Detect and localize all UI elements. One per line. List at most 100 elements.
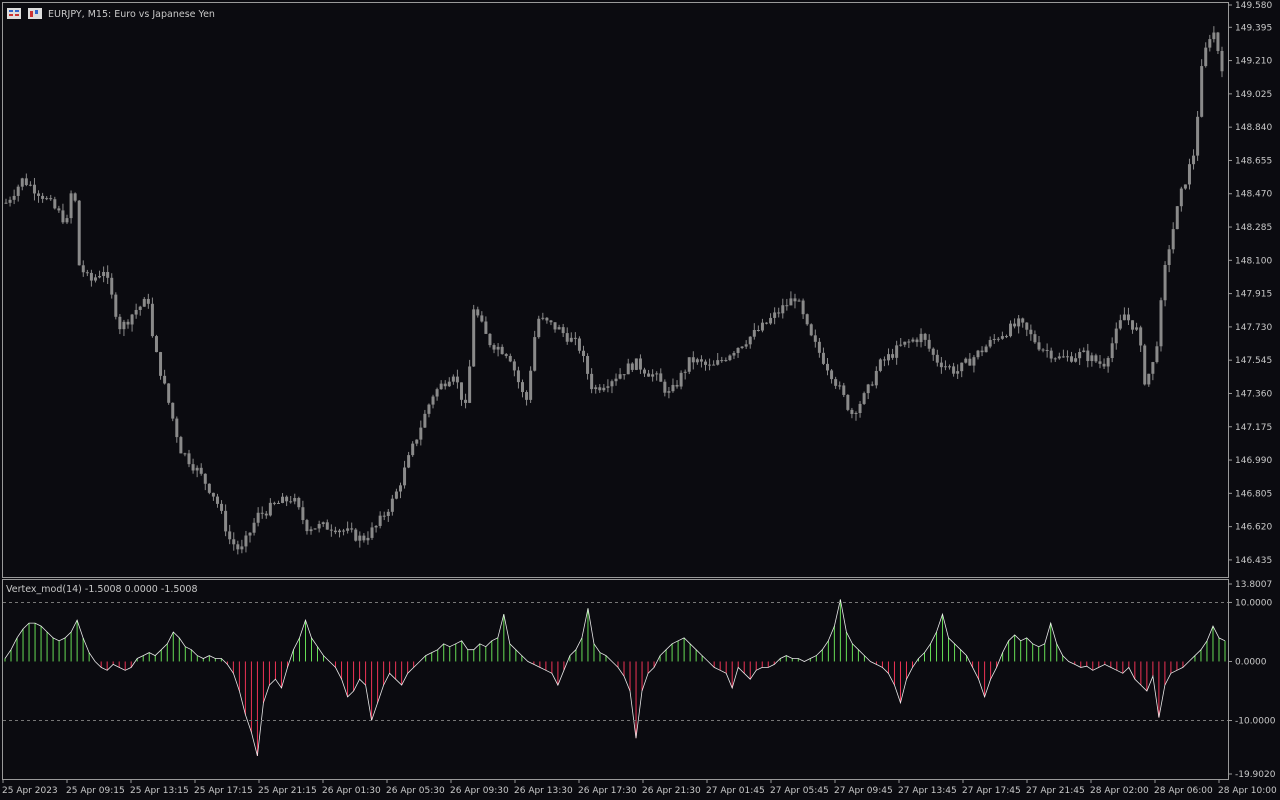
candle-body [594,387,598,390]
candle-body [525,392,529,400]
candle-body [874,370,878,386]
time-tick-label: 28 Apr 10:00 [1218,786,1277,796]
time-tick-label: 25 Apr 21:15 [258,786,317,796]
candle-body [403,467,407,486]
candle-body [622,374,626,376]
osc-tick-label: 0.0000 [1235,657,1267,667]
time-tick-label: 26 Apr 01:30 [322,786,381,796]
candle-body [1131,320,1135,330]
candle-body [435,389,439,397]
time-tick-label: 28 Apr 02:00 [1090,786,1149,796]
candle-body [228,531,232,540]
time-tick-label: 26 Apr 05:30 [386,786,445,796]
price-tick-label: 148.470 [1235,190,1272,200]
time-tick-label: 27 Apr 09:45 [834,786,893,796]
candle-body [842,385,846,395]
candle-body [846,394,850,410]
candle-body [1155,346,1159,363]
indicator-pane-frame [2,579,1229,780]
candle-body [817,341,821,353]
candle-body [952,366,956,374]
price-tick-label: 147.545 [1235,356,1272,366]
candle-body [1175,206,1179,230]
candle-body [858,403,862,413]
candle-body [297,497,301,508]
candle-body [634,358,638,370]
candle-body [447,381,451,387]
main-pane-frame [2,2,1229,578]
candle-body [1171,229,1175,250]
candle-body [561,327,565,334]
candle-body [272,502,276,504]
candle-body [382,515,386,517]
candle-body [1082,350,1086,352]
candle-body [1013,323,1017,327]
candle-body [801,300,805,315]
candle-body [895,345,899,358]
candle-body [248,532,252,536]
candle-body [154,336,158,353]
candle-body [1147,373,1151,385]
candle-body [12,195,16,200]
price-tick-label: 149.395 [1235,23,1272,33]
time-tick-label: 25 Apr 17:15 [194,786,253,796]
candle-body [415,439,419,444]
candle-body [191,464,195,471]
candle-body [789,298,793,306]
symbol-title: EURJPY, M15: Euro vs Japanese Yen [48,9,215,20]
candle-body [77,200,81,266]
candle-body [49,198,53,200]
price-tick-label: 148.840 [1235,123,1272,133]
candle-body [386,511,390,516]
candle-body [293,497,297,502]
time-tick-label: 27 Apr 17:45 [962,786,1021,796]
candle-body [122,321,126,330]
candle-body [20,178,24,187]
candle-body [1187,164,1191,185]
candle-body [346,528,350,531]
candle-body [1126,314,1130,321]
candle-body [1053,358,1057,360]
candle-body [93,277,97,281]
candle-body [1179,188,1183,207]
candle-body [1033,334,1037,343]
chart-grid-icon[interactable] [7,8,21,19]
candle-body [69,193,73,219]
candle-body [1021,318,1025,323]
candle-body [167,383,171,403]
candle-body [850,409,854,414]
candle-body [773,312,777,318]
candle-body [765,322,769,324]
time-tick-label: 26 Apr 13:30 [514,786,573,796]
candle-body [769,317,773,324]
candle-body [224,510,228,532]
candle-body [407,455,411,468]
candle-body [854,412,858,414]
candle-body [276,502,280,504]
price-tick-label: 146.435 [1235,556,1272,566]
candle-body [1114,328,1118,344]
time-tick-label: 26 Apr 09:30 [450,786,509,796]
time-tick-label: 27 Apr 01:45 [706,786,765,796]
candle-body [236,544,240,550]
candle-body [159,352,163,376]
candle-body [443,383,447,387]
candle-body [398,485,402,492]
candle-body [647,373,651,377]
candle-body [996,338,1000,340]
candle-body [138,306,142,310]
candle-body [301,507,305,521]
candle-body [102,271,106,277]
indicator-icon[interactable] [28,8,42,19]
candle-body [431,396,435,405]
candle-body [919,333,923,343]
candle-body [130,314,134,325]
candle-body [1004,336,1008,338]
candle-body [61,210,65,223]
price-tick-label: 147.360 [1235,389,1272,399]
candle-body [1070,356,1074,362]
candle-body [268,502,272,516]
